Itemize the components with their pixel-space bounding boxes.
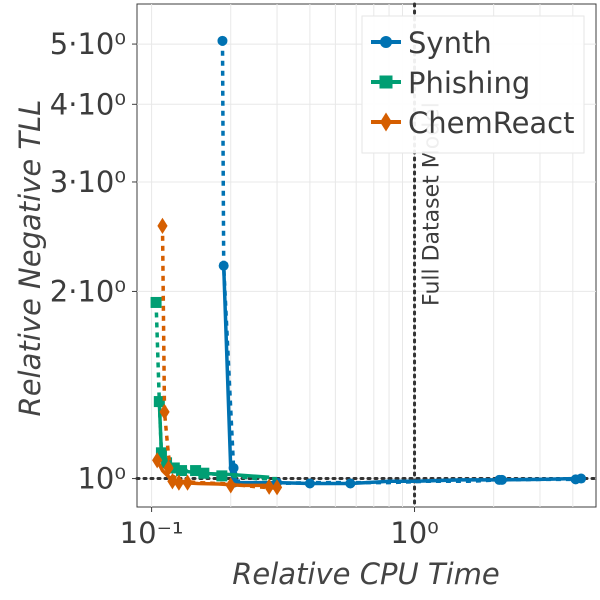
series-phishing-point (190, 465, 202, 477)
legend-item-chemreact: ChemReact (371, 106, 575, 140)
x-axis-title: Relative CPU Time (232, 557, 500, 591)
series-synth-point (576, 473, 587, 484)
series-phishing-point (198, 467, 210, 479)
series-chemreact-point (152, 452, 163, 469)
series-phishing-point (176, 465, 188, 477)
y-tick-label: 2·10⁰ (50, 274, 126, 308)
legend-marker-phishing (379, 75, 393, 89)
legend: Synth Phishing ChemReact (361, 15, 585, 154)
legend-box (361, 15, 585, 154)
y-tick-label: 3·10⁰ (50, 165, 126, 199)
series-phishing-point (150, 296, 162, 308)
series-phishing-point (161, 457, 173, 469)
series-chemreact-point (159, 403, 170, 421)
legend-label-chemreact: ChemReact (408, 106, 575, 140)
legend-label-phishing: Phishing (408, 66, 530, 100)
legend-item-phishing: Phishing (371, 66, 530, 100)
legend-marker-chemreact (380, 112, 392, 132)
series-chemreact-point (173, 474, 184, 491)
y-tick-label: 4·10⁰ (50, 87, 126, 121)
series-chemreact-point (163, 459, 174, 477)
series-phishing-point (216, 470, 228, 482)
legend-item-synth: Synth (371, 26, 492, 60)
series-synth-point (345, 478, 356, 489)
axis-layer: 10⁻¹ 10⁰ 10⁰ 2·10⁰ 3·10⁰ 4·10⁰ 5·10⁰ (50, 27, 439, 550)
series-synth-point (228, 462, 239, 473)
y-axis-title: Relative Negative TLL (13, 100, 47, 417)
series-synth (217, 35, 587, 489)
x-tick-label: 10⁰ (390, 516, 439, 550)
series-chemreact-point (225, 477, 236, 494)
legend-marker-synth (380, 36, 392, 48)
legend-label-synth: Synth (408, 26, 492, 60)
series-synth-point (304, 478, 315, 489)
series-chemreact-point (264, 478, 275, 495)
x-tick-label: 10⁻¹ (120, 516, 184, 550)
series-synth-point (218, 260, 229, 271)
y-tick-label: 10⁰ (77, 462, 126, 496)
series-chemreact-point (157, 217, 168, 234)
series-chemreact-point (271, 479, 283, 496)
y-tick-label: 5·10⁰ (50, 27, 126, 61)
series-phishing-point (155, 447, 167, 459)
series-layer (150, 35, 587, 496)
series-chemreact (152, 217, 283, 496)
series-synth-point (496, 474, 507, 485)
series-chemreact-point (182, 474, 193, 491)
series-phishing (150, 296, 277, 482)
series-phishing-point (168, 462, 180, 474)
series-synth-point (217, 35, 228, 46)
series-phishing-point (153, 396, 165, 408)
series-chemreact-point (167, 473, 178, 490)
